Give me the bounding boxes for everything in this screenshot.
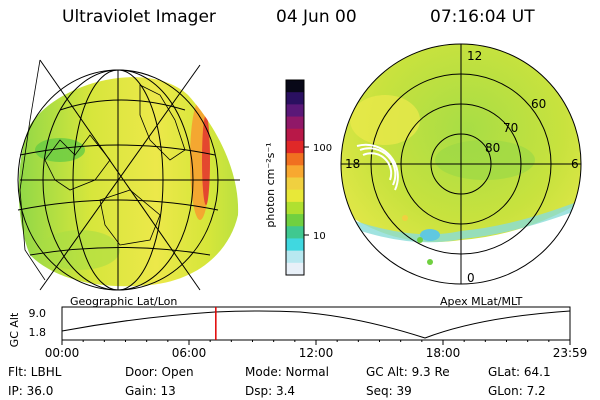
colorbar-band	[286, 226, 304, 239]
colorbar-band	[286, 238, 304, 252]
colorbar-band	[286, 189, 304, 203]
polar-map: 12 18 6 0 80 70 60	[340, 43, 582, 285]
date-label: 04 Jun 00	[276, 7, 357, 27]
filter-info: Flt: LBHL	[8, 365, 62, 379]
orbit-ytick-high: 9.0	[29, 307, 47, 320]
mlt-label-0: 0	[467, 271, 475, 285]
colorbar-band	[286, 104, 304, 118]
glat-info: GLat: 64.1	[488, 365, 551, 379]
mlt-label-18: 18	[345, 157, 360, 171]
colorbar-band	[286, 201, 304, 215]
orbit-xtick-0600: 06:00	[172, 346, 207, 360]
apex-caption: Apex MLat/MLT	[440, 295, 523, 308]
orbit-ylabel: GC Alt	[8, 312, 21, 347]
colorbar-tick-100: 100	[313, 143, 332, 154]
orbit-xtick-1200: 12:00	[299, 346, 334, 360]
colorbar-band	[286, 128, 304, 142]
orbit-altitude-plot: GC Alt 9.0 1.8 00:00 06:00 12:00 18:00 2…	[8, 306, 588, 360]
mlat-label-80: 80	[485, 141, 500, 155]
geographic-map	[17, 59, 240, 291]
seq-info: Seq: 39	[366, 384, 412, 398]
orbit-xtick-2359: 23:59	[553, 346, 588, 360]
orbit-xtick-0000: 00:00	[45, 346, 80, 360]
colorbar-band	[286, 262, 304, 276]
mlat-label-70: 70	[503, 121, 518, 135]
mlt-label-12: 12	[467, 49, 482, 63]
instrument-title: Ultraviolet Imager	[62, 7, 216, 27]
colorbar-band	[286, 80, 304, 93]
colorbar-band	[286, 92, 304, 105]
dsp-info: Dsp: 3.4	[245, 384, 296, 398]
gain-info: Gain: 13	[125, 384, 176, 398]
glon-info: GLon: 7.2	[488, 384, 546, 398]
colorbar-band	[286, 116, 304, 130]
colorbar-band	[286, 214, 304, 227]
mode-info: Mode: Normal	[245, 365, 329, 379]
colorbar-band	[286, 177, 304, 191]
colorbar-band	[286, 250, 304, 264]
orbit-ytick-low: 1.8	[29, 326, 47, 339]
geographic-caption: Geographic Lat/Lon	[70, 295, 178, 308]
ip-info: IP: 36.0	[8, 384, 54, 398]
time-label: 07:16:04 UT	[430, 7, 535, 27]
orbit-xtick-1800: 18:00	[426, 346, 461, 360]
colorbar: 100 10 photon cm⁻²s⁻¹	[264, 79, 332, 276]
colorbar-tick-10: 10	[313, 231, 326, 242]
colorbar-unit-label: photon cm⁻²s⁻¹	[264, 142, 277, 227]
mlat-label-60: 60	[531, 97, 546, 111]
gc-alt-info: GC Alt: 9.3 Re	[366, 365, 450, 379]
colorbar-band	[286, 153, 304, 166]
colorbar-band	[286, 140, 304, 154]
mlt-label-6: 6	[571, 157, 579, 171]
colorbar-band	[286, 165, 304, 178]
door-info: Door: Open	[125, 365, 194, 379]
